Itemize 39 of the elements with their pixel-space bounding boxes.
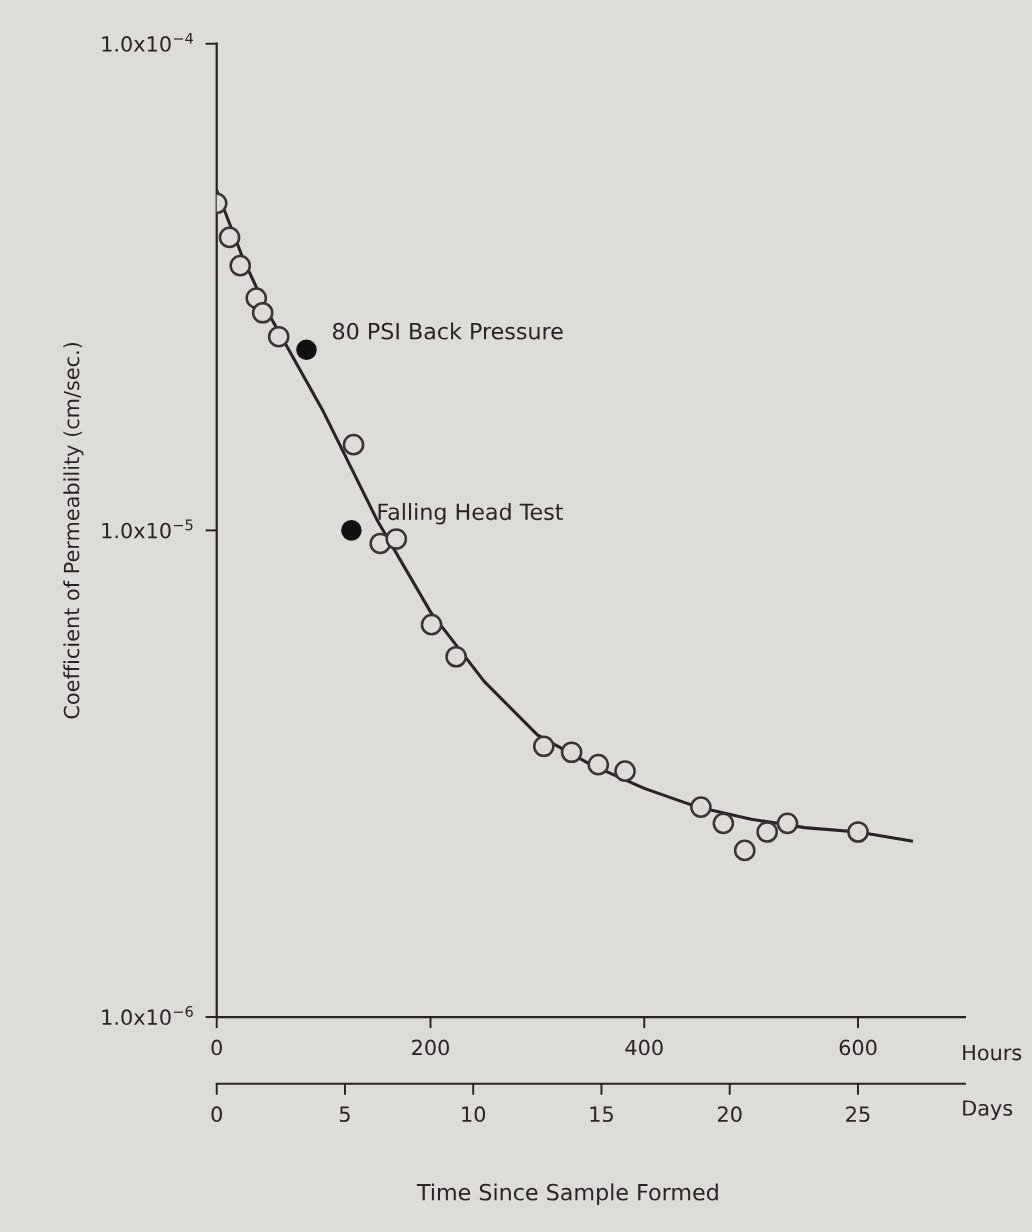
- point: [690, 796, 712, 818]
- x2-axis-title: Days: [963, 1100, 1013, 1120]
- point: [296, 339, 317, 361]
- x2-tick-label: 20: [717, 1106, 742, 1123]
- x-axis-title: Hours: [963, 1044, 1022, 1061]
- point: [587, 753, 610, 776]
- point: [218, 226, 241, 249]
- annotation: 80 PSI Back Pressure: [333, 322, 563, 340]
- point: [756, 821, 778, 843]
- x2-tick-label: 5: [339, 1106, 350, 1123]
- x2-tick-label: 25: [846, 1106, 870, 1123]
- y-tick-label: 1.0x10$^{−4}$: [102, 32, 193, 52]
- x-tick-label: 400: [625, 1039, 663, 1056]
- point: [251, 301, 274, 324]
- point: [420, 613, 443, 636]
- x2-tick-label: 10: [462, 1106, 486, 1123]
- x-tick-label: 600: [839, 1039, 877, 1056]
- y-tick-label: 1.0x10$^{−6}$: [102, 1005, 193, 1026]
- point: [445, 645, 467, 668]
- point: [385, 528, 408, 550]
- point: [776, 812, 799, 835]
- x2-tick-label: 15: [590, 1106, 613, 1123]
- point: [712, 812, 735, 835]
- y-axis-title: Coefficient of Permeability (cm/sec.): [63, 342, 84, 719]
- point: [733, 839, 756, 862]
- x-tick-label: 200: [412, 1039, 449, 1056]
- point: [229, 254, 252, 277]
- point: [342, 433, 365, 456]
- point: [614, 760, 636, 783]
- x2-tick-label: 0: [211, 1106, 222, 1123]
- annotation: Falling Head Test: [378, 502, 563, 525]
- point: [532, 735, 555, 758]
- point: [847, 821, 869, 843]
- y-tick-label: 1.0x10$^{−5}$: [102, 519, 193, 539]
- text: Time Since Sample Formed: [416, 1183, 718, 1205]
- x-tick-label: 0: [211, 1039, 222, 1056]
- point: [341, 520, 362, 541]
- point: [560, 741, 583, 764]
- point: [267, 325, 290, 348]
